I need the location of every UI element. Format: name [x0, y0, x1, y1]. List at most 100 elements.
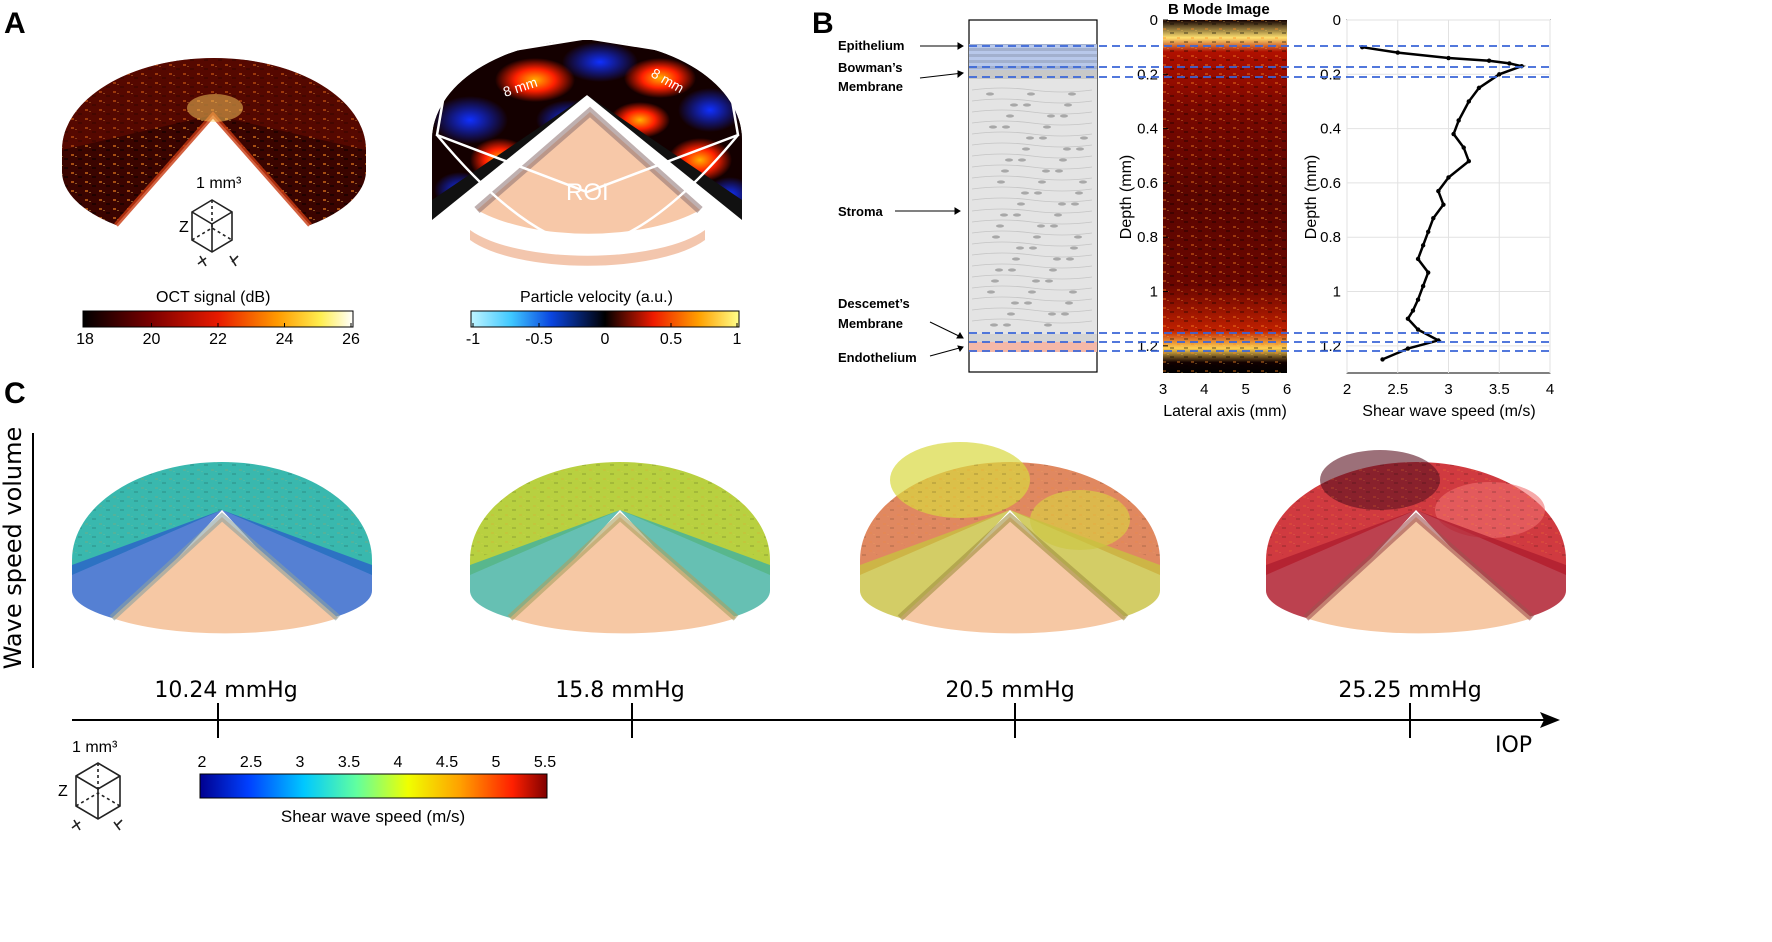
bmode-x-tick-label: 4 [1200, 381, 1208, 398]
shear-speed-profile-points [1360, 44, 1524, 362]
keratocyte-mark [1008, 268, 1016, 272]
velocity-tick-label: 1 [733, 331, 742, 348]
keratocyte-mark [1001, 169, 1009, 173]
bmode-y-tick-label: 0.8 [1137, 229, 1158, 246]
keratocyte-mark [1010, 103, 1018, 107]
keratocyte-mark [1064, 103, 1072, 107]
bmode-y-tick-label: 1.2 [1137, 338, 1158, 355]
profile-data-point [1380, 357, 1385, 362]
profile-data-point [1426, 270, 1431, 275]
keratocyte-mark [997, 180, 1005, 184]
keratocyte-mark [1003, 323, 1011, 327]
oct-colorbar-ticks: 18 20 22 24 26 [76, 323, 360, 348]
keratocyte-mark [1049, 268, 1057, 272]
keratocyte-mark [1018, 158, 1026, 162]
shear-colorbar-tick-label: 2 [198, 754, 207, 771]
profile-data-point [1507, 61, 1512, 66]
keratocyte-mark [1066, 257, 1074, 261]
keratocyte-mark [991, 279, 999, 283]
stroma-fiber [971, 274, 1093, 280]
keratocyte-mark [996, 224, 1004, 228]
stroma-fiber [971, 285, 1093, 291]
label-endothelium: Endothelium [838, 350, 917, 365]
keratocyte-mark [1033, 235, 1041, 239]
keratocyte-mark [995, 268, 1003, 272]
velocity-colorbar-ticks: -1 -0.5 0 0.5 1 [466, 323, 742, 348]
stroma-fiber [971, 98, 1093, 104]
profile-data-point [1420, 243, 1426, 248]
keratocyte-mark [1022, 147, 1030, 151]
label-bowman-1: Bowman’s [838, 60, 903, 75]
profile-y-tick-label: 0.8 [1320, 229, 1341, 246]
stroma-fiber [971, 175, 1093, 181]
bmode-y-tick-label: 0.6 [1137, 175, 1158, 192]
velocity-tick-label: 0.5 [660, 331, 682, 348]
profile-data-point [1405, 316, 1411, 321]
keratocyte-mark [989, 125, 997, 129]
iop-axis-label: IOP [1495, 733, 1532, 758]
keratocyte-mark [1006, 114, 1014, 118]
label-descemet-1: Descemet’s [838, 296, 910, 311]
profile-data-point [1441, 202, 1446, 207]
bmode-y-tick-label: 0.4 [1137, 121, 1158, 138]
keratocyte-mark [1007, 312, 1015, 316]
keratocyte-mark [1063, 147, 1071, 151]
profile-y-label: Depth (mm) [1303, 155, 1320, 239]
stroma-fiber [971, 263, 1093, 269]
profile-data-point [1410, 308, 1416, 313]
keratocyte-mark [1023, 103, 1031, 107]
keratocyte-mark [1016, 246, 1024, 250]
keratocyte-mark [1054, 213, 1062, 217]
keratocyte-mark [1017, 202, 1025, 206]
bmode-x-tick-label: 6 [1283, 381, 1291, 398]
profile-data-point [1466, 99, 1472, 104]
keratocyte-mark [1011, 301, 1019, 305]
keratocyte-mark [1068, 92, 1076, 96]
profile-y-tick-label: 0 [1333, 12, 1341, 29]
cube-size-label-c: 1 mm³ [72, 739, 118, 756]
keratocyte-mark [1048, 312, 1056, 316]
keratocyte-mark [1034, 191, 1042, 195]
stroma-fiber [971, 164, 1093, 170]
velocity-tick-label: 0 [601, 331, 610, 348]
keratocyte-mark [1002, 125, 1010, 129]
keratocyte-mark [1029, 246, 1037, 250]
velocity-volume-render [432, 36, 742, 266]
stroma-fiber [971, 186, 1093, 192]
keratocyte-mark [1013, 213, 1021, 217]
stroma-fiber [971, 153, 1093, 159]
shear-colorbar-tick-label: 3 [296, 754, 305, 771]
stroma-fiber [971, 219, 1093, 225]
keratocyte-mark [1037, 224, 1045, 228]
profile-data-point [1405, 346, 1411, 351]
shear-colorbar-tick-label: 4.5 [436, 754, 458, 771]
velocity-tick-label: -1 [466, 331, 480, 348]
profile-data-point [1415, 327, 1421, 332]
profile-data-point [1436, 188, 1441, 194]
keratocyte-mark [1021, 191, 1029, 195]
stroma-texture [971, 87, 1093, 327]
keratocyte-mark [1043, 125, 1051, 129]
keratocyte-mark [1061, 312, 1069, 316]
pressure-label-3: 20.5 mmHg [945, 678, 1074, 703]
oct-tick-label: 24 [276, 331, 294, 348]
profile-data-point [1451, 131, 1456, 137]
panel-letter-b: B [812, 7, 834, 40]
keratocyte-mark [1074, 235, 1082, 239]
profile-x-tick-label: 3 [1444, 381, 1452, 398]
keratocyte-mark [1059, 158, 1067, 162]
bmode-image [1163, 20, 1287, 373]
oct-tick-label: 18 [76, 331, 94, 348]
profile-x-tick-label: 3.5 [1489, 381, 1510, 398]
keratocyte-mark [1028, 290, 1036, 294]
oct-tick-label: 26 [342, 331, 360, 348]
profile-x-tick-label: 4 [1546, 381, 1554, 398]
keratocyte-mark [1055, 169, 1063, 173]
panel-letter-c: C [4, 377, 26, 410]
pressure-label-4: 25.25 mmHg [1338, 678, 1481, 703]
keratocyte-mark [1038, 180, 1046, 184]
keratocyte-mark [1053, 257, 1061, 261]
bmode-x-tick-label: 5 [1241, 381, 1249, 398]
shear-colorbar-tick-label: 4 [394, 754, 403, 771]
